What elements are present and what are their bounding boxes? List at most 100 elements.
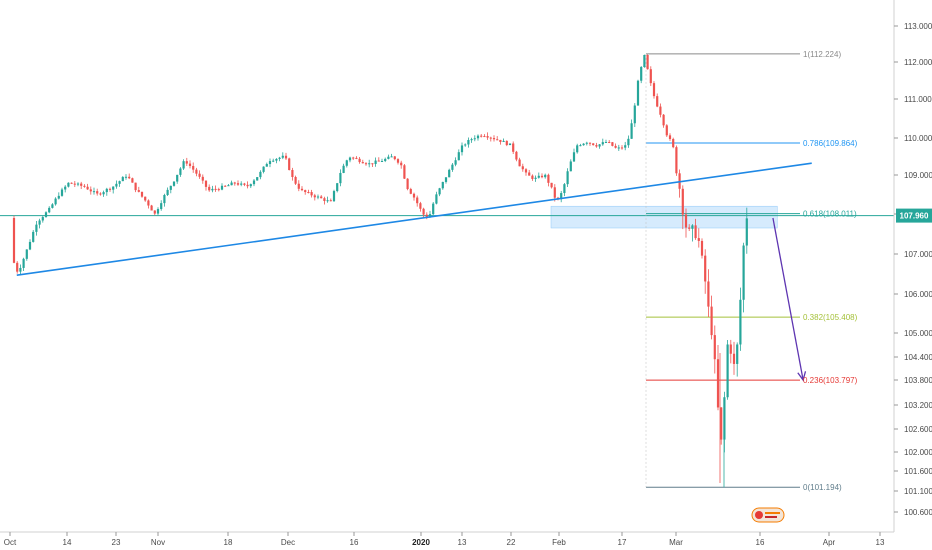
- candle-body: [521, 166, 524, 170]
- candle-body: [582, 143, 585, 146]
- candle-body: [316, 196, 320, 198]
- x-tick-label: 23: [112, 538, 121, 547]
- y-tick-label: 107.000: [904, 250, 932, 259]
- candle-body: [646, 54, 649, 70]
- candle-body: [16, 262, 19, 272]
- y-tick-label: 113.000: [904, 22, 932, 31]
- candle-body: [419, 203, 422, 209]
- trendline[interactable]: [16, 162, 812, 276]
- candle-body: [412, 193, 416, 198]
- y-tick-label: 103.200: [904, 401, 932, 410]
- candle-body: [681, 188, 684, 215]
- candle-body: [73, 183, 76, 185]
- candle-body: [169, 185, 172, 190]
- candle-body: [211, 188, 214, 191]
- candle-body: [291, 169, 294, 177]
- candle-body: [249, 184, 252, 187]
- time-axis[interactable]: Oct 14 23 Nov 18 Dec 16 2020 13 22 Feb 17 Mar 16 Apr 13: [4, 532, 885, 547]
- candle-body: [387, 156, 390, 159]
- y-tick-label: 105.000: [904, 329, 932, 338]
- candle-body: [137, 190, 140, 192]
- candle-body: [198, 173, 201, 177]
- candle-body: [403, 165, 406, 179]
- candle-body: [361, 162, 364, 164]
- candle-body: [336, 183, 339, 192]
- candle-body: [524, 169, 528, 173]
- candle-body: [608, 141, 611, 143]
- x-tick-label: 14: [63, 538, 72, 547]
- candle-body: [396, 159, 400, 163]
- fib-level-label: 0.786(109.864): [803, 139, 858, 148]
- candle-body: [592, 143, 595, 146]
- candle-body: [704, 255, 707, 282]
- candle-body: [108, 188, 112, 190]
- candle-body: [275, 158, 278, 161]
- x-tick-label: 18: [224, 538, 233, 547]
- candle-body: [38, 220, 41, 225]
- candle-body: [505, 140, 508, 146]
- candle-body: [614, 145, 617, 148]
- candle-body: [662, 114, 665, 126]
- candle-body: [739, 299, 742, 345]
- candle-body: [630, 123, 633, 139]
- candle-body: [665, 125, 668, 136]
- candle-body: [150, 205, 153, 211]
- candle-body: [208, 186, 211, 191]
- y-tick-label: 109.000: [904, 171, 932, 180]
- candle-body: [518, 159, 521, 167]
- candle-body: [537, 175, 540, 178]
- candle-body: [713, 335, 716, 360]
- candle-body: [409, 189, 412, 194]
- candle-body: [454, 160, 457, 165]
- candle-body: [22, 258, 25, 268]
- candle-body: [35, 224, 38, 232]
- candle-body: [406, 178, 409, 190]
- candle-body: [563, 184, 566, 194]
- drawings-layer: [16, 162, 812, 382]
- candle-body: [233, 182, 236, 184]
- candle-body: [224, 185, 227, 187]
- candle-body: [470, 139, 473, 141]
- candle-body: [438, 188, 441, 195]
- y-tick-label: 102.000: [904, 448, 932, 457]
- candle-body: [588, 142, 592, 144]
- candle-body: [652, 83, 656, 97]
- candle-body: [611, 142, 614, 146]
- candle-body: [460, 145, 464, 153]
- candle-body: [227, 185, 230, 187]
- forecast-arrow-head: [797, 371, 807, 382]
- candle-body: [675, 147, 678, 174]
- candle-body: [531, 175, 534, 179]
- candle-body: [358, 158, 361, 163]
- candle-body: [220, 185, 224, 190]
- candle-body: [179, 168, 182, 175]
- candle-body: [640, 67, 643, 81]
- candle-body: [329, 200, 332, 202]
- candle-body: [649, 69, 652, 84]
- y-tick-label: 100.600: [904, 508, 932, 517]
- candle-body: [32, 231, 35, 242]
- candle-body: [627, 138, 630, 146]
- candle-body: [390, 156, 393, 158]
- candle-body: [118, 181, 121, 184]
- candle-body: [451, 164, 454, 170]
- candle-body: [96, 191, 99, 194]
- candle-body: [41, 217, 44, 221]
- candle-body: [323, 198, 326, 201]
- forecast-arrow[interactable]: [772, 217, 804, 381]
- y-tick-label: 111.000: [904, 95, 932, 104]
- candle-body: [579, 145, 582, 147]
- supply-zone-layer: [550, 205, 778, 229]
- candle-body: [124, 176, 128, 178]
- y-tick-label: 104.400: [904, 353, 932, 362]
- candle-body: [70, 182, 73, 184]
- candle-body: [483, 136, 486, 138]
- candle-body: [659, 106, 662, 115]
- current-price-label: 107.960: [900, 212, 929, 221]
- candle-body: [428, 214, 432, 218]
- candle-body: [92, 191, 96, 193]
- candle-body: [694, 225, 697, 239]
- candle-body: [230, 182, 233, 186]
